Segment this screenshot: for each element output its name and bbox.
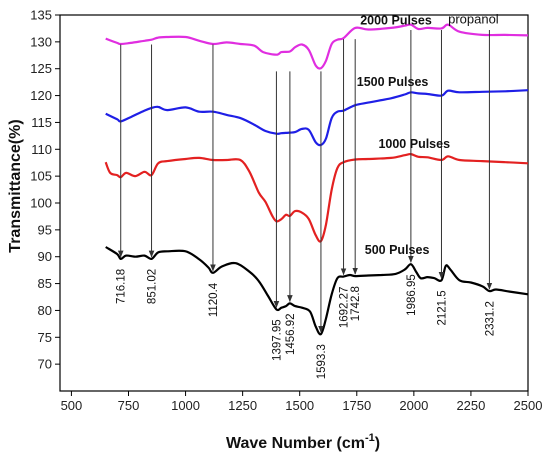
x-tick-label: 2000: [399, 398, 428, 413]
peak-arrows: [117, 30, 493, 333]
y-tick-label: 80: [38, 303, 52, 318]
axes: 500 750 1000 1250 1500 1750 2000 2250 2500 70 75 80…: [30, 8, 542, 414]
y-tick-label: 90: [38, 249, 52, 264]
series-label: 1000 Pulses: [378, 137, 450, 151]
x-tick-label: 500: [61, 398, 83, 413]
y-tick-label: 125: [30, 61, 52, 76]
series-label: 1500 Pulses: [357, 75, 429, 89]
x-axis-title-close: ): [375, 435, 380, 452]
y-tick-label: 75: [38, 330, 52, 345]
peak-label: 1120.4: [208, 282, 220, 317]
x-tick-label: 750: [118, 398, 140, 413]
peak-label: 1742.8: [350, 286, 362, 321]
y-tick-label: 110: [31, 142, 52, 157]
x-tick-label: 1250: [228, 398, 257, 413]
series-line: [105, 246, 529, 336]
y-tick-label: 130: [30, 34, 52, 49]
y-tick-label: 135: [30, 8, 52, 23]
y-tick-label: 95: [38, 222, 52, 237]
series-label: 2000 Pulses: [360, 14, 432, 28]
chart-labels: 500 Pulses 1000 Pulses 1500 Pulses 2000 Pul…: [116, 12, 499, 380]
x-axis-title: Wave Number (cm-1): [226, 432, 380, 452]
series-line: [104, 152, 529, 243]
peak-label: 1692.27: [339, 287, 351, 329]
series-label: 500 Pulses: [365, 243, 430, 257]
y-tick-label: 100: [30, 196, 52, 211]
y-tick-label: 120: [30, 88, 52, 103]
y-tick-label: 105: [30, 169, 52, 184]
y-axis-title: Transmittance(%): [7, 119, 24, 252]
y-tick-label: 70: [38, 357, 52, 372]
x-tick-label: 1500: [285, 398, 314, 413]
x-tick-label: 2500: [514, 398, 543, 413]
peak-label: 716.18: [116, 269, 128, 304]
x-axis-title-main: Wave Number (cm: [226, 435, 365, 452]
peak-label: 1986.95: [406, 274, 418, 316]
peak-label: 2121.5: [436, 290, 448, 325]
x-axis-title-sup: -1: [365, 432, 375, 444]
peak-label: 2331.2: [484, 301, 496, 336]
series-line: [105, 89, 529, 147]
series-line: [105, 23, 529, 70]
peak-label: 1593.3: [316, 344, 328, 379]
series-lines: [104, 23, 529, 336]
x-tick-label: 1000: [171, 398, 200, 413]
peak-label: 851.02: [147, 269, 159, 304]
peak-label: 1397.95: [271, 319, 283, 361]
annotation-label: propanol: [448, 12, 499, 27]
x-tick-label: 2250: [456, 398, 485, 413]
x-tick-label: 1750: [342, 398, 371, 413]
y-tick-label: 85: [38, 276, 52, 291]
peak-label: 1456.92: [285, 313, 297, 355]
y-tick-label: 115: [31, 115, 52, 130]
